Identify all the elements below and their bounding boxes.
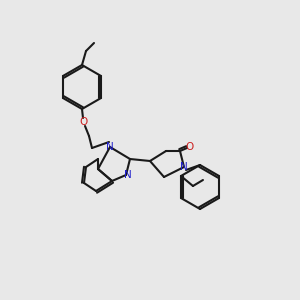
- Text: O: O: [80, 117, 88, 127]
- Text: N: N: [124, 170, 132, 180]
- Text: O: O: [186, 142, 194, 152]
- Text: N: N: [106, 142, 114, 152]
- Text: N: N: [180, 162, 188, 172]
